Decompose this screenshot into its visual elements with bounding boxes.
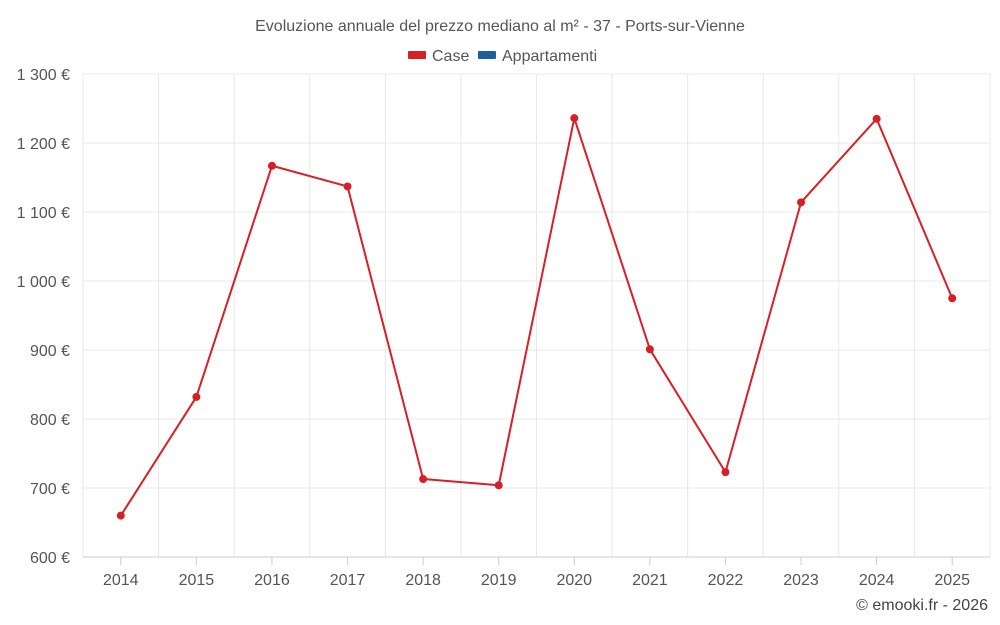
credit-text: © emooki.fr - 2026 bbox=[856, 597, 988, 614]
x-tick-label: 2020 bbox=[556, 572, 592, 589]
data-point[interactable] bbox=[192, 392, 201, 401]
x-tick-label: 2016 bbox=[254, 572, 290, 589]
data-point[interactable] bbox=[570, 114, 579, 123]
legend-label-case[interactable]: Case bbox=[432, 48, 469, 65]
data-point[interactable] bbox=[948, 294, 957, 303]
legend: Case Appartamenti bbox=[408, 48, 597, 65]
x-tick-label: 2022 bbox=[708, 572, 744, 589]
legend-swatch-case[interactable] bbox=[408, 51, 426, 59]
y-tick-label: 1 000 € bbox=[17, 274, 70, 291]
data-point[interactable] bbox=[494, 481, 503, 490]
x-tick-label: 2019 bbox=[481, 572, 517, 589]
y-tick-label: 700 € bbox=[30, 481, 70, 498]
y-tick-label: 1 300 € bbox=[17, 67, 70, 84]
data-point[interactable] bbox=[419, 475, 428, 484]
series-line-case bbox=[119, 117, 954, 517]
x-tick-label: 2018 bbox=[405, 572, 441, 589]
y-tick-label: 800 € bbox=[30, 412, 70, 429]
x-tick-label: 2017 bbox=[330, 572, 366, 589]
legend-label-appartamenti[interactable]: Appartamenti bbox=[502, 48, 597, 65]
chart-title: Evoluzione annuale del prezzo mediano al… bbox=[255, 18, 745, 35]
x-tick-label: 2021 bbox=[632, 572, 668, 589]
x-tick-label: 2025 bbox=[934, 572, 970, 589]
data-point[interactable] bbox=[343, 182, 352, 191]
data-point[interactable] bbox=[116, 511, 125, 520]
series bbox=[116, 114, 957, 520]
data-point[interactable] bbox=[267, 161, 276, 170]
y-tick-label: 1 100 € bbox=[17, 205, 70, 222]
y-axis: 600 € 700 € 800 € 900 € 1 000 € 1 100 € 1 200 … bbox=[17, 67, 70, 567]
x-axis: 2014 2015 2016 2017 2018 2019 2020 2021 2022 2023… bbox=[83, 556, 990, 589]
y-tick-label: 900 € bbox=[30, 343, 70, 360]
legend-swatch-appartamenti[interactable] bbox=[478, 51, 496, 59]
y-tick-label: 600 € bbox=[30, 550, 70, 567]
data-point[interactable] bbox=[645, 345, 654, 354]
data-point[interactable] bbox=[721, 468, 730, 477]
y-tick-label: 1 200 € bbox=[17, 136, 70, 153]
x-tick-label: 2014 bbox=[103, 572, 139, 589]
x-tick-label: 2015 bbox=[179, 572, 215, 589]
data-point[interactable] bbox=[797, 198, 806, 207]
data-point[interactable] bbox=[872, 114, 881, 123]
x-tick-label: 2023 bbox=[783, 572, 819, 589]
x-tick-label: 2024 bbox=[859, 572, 895, 589]
grid bbox=[82, 73, 991, 557]
